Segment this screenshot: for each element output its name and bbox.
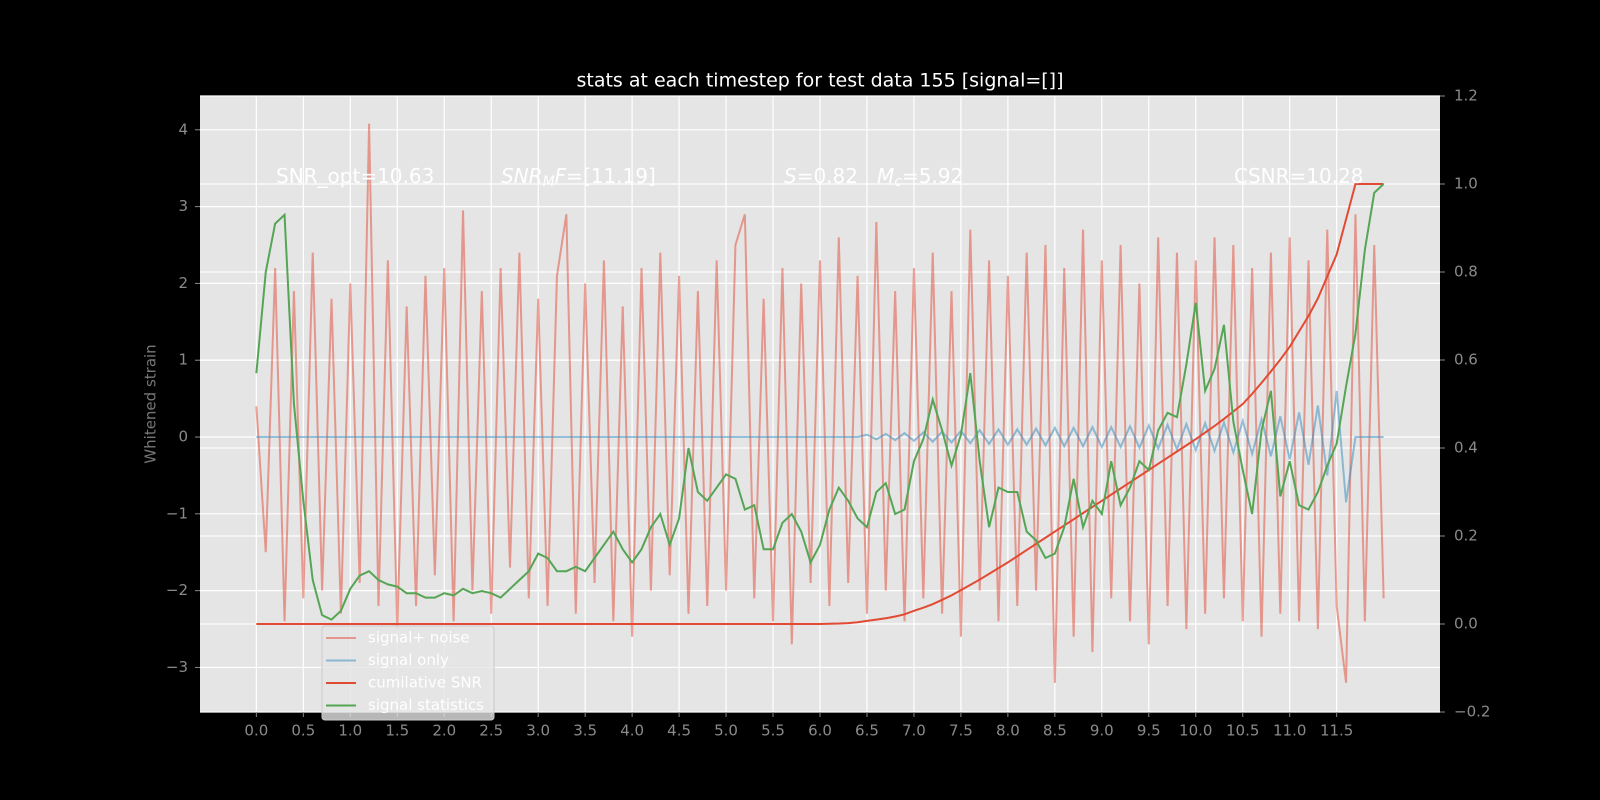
x-tick-label: 2.0 [432,722,456,740]
series-line [256,183,1384,625]
series-line [255,183,1385,621]
x-tick-label: 10.5 [1226,722,1259,740]
y2-tick-label: 1.2 [1454,87,1478,105]
y-tick-label: 1 [178,351,188,369]
annotation-part: SNR_opt=10.63 [276,164,434,188]
annotation-part: S [784,164,797,188]
x-tick-label: 7.0 [902,722,926,740]
y2-tick-label: 0.2 [1454,527,1478,545]
y-tick-label: 2 [178,274,188,292]
legend-label: signal only [368,651,449,669]
x-tick-label: 11.0 [1273,722,1306,740]
x-tick-label: 5.0 [714,722,738,740]
annotation-part: F [555,164,567,188]
y2-tick-label: 0.4 [1454,439,1478,457]
annotation-part: M [877,164,894,188]
x-tick-label: 1.0 [338,722,362,740]
annotation-part: =5.92 [902,164,963,188]
annotation: S=0.82 [784,164,858,188]
legend: signal+ noise signal only cumilative SNR si… [321,625,495,721]
legend-label: signal statistics [368,696,484,714]
y2-tick-label: −0.2 [1454,703,1490,721]
series-line [256,390,1384,503]
x-tick-label: 9.5 [1137,722,1161,740]
y-tick-label: −2 [166,581,188,599]
x-tick-label: 3.0 [526,722,550,740]
legend-label: signal+ noise [368,629,470,647]
x-tick-label: 0.0 [244,722,268,740]
legend-label: cumilative SNR [368,674,482,692]
legend-box [321,625,495,721]
y2-tick-label: 0.8 [1454,263,1478,281]
y2-tick-label: 0.0 [1454,615,1478,633]
x-tick-label: 1.5 [385,722,409,740]
annotation-part: M [543,174,555,190]
y-tick-label: 3 [178,197,188,215]
y2-tick-label: 0.6 [1454,351,1478,369]
y-tick-label: −3 [166,658,188,676]
annotation: CSNR=10.28 [1234,164,1364,188]
y-tick-label: −1 [166,504,188,522]
annotation-part: SNR [501,164,543,188]
x-tick-label: 9.0 [1090,722,1114,740]
annotation: SNRMF=[11.19] [501,164,656,191]
x-tick-label: 6.5 [855,722,879,740]
marks [255,123,1385,683]
x-tick-label: 11.5 [1320,722,1353,740]
x-tick-label: 2.5 [479,722,503,740]
x-tick-label: 6.0 [808,722,832,740]
annotation-part: =0.82 [797,164,858,188]
x-tick-label: 4.5 [667,722,691,740]
x-tick-label: 8.5 [1043,722,1067,740]
y2-tick-label: 1.0 [1454,175,1478,193]
x-tick-label: 5.5 [761,722,785,740]
annotation: SNR_opt=10.63 [276,164,434,188]
annotation: Mc=5.92 [877,164,963,191]
series-line [255,123,1385,683]
x-tick-label: 4.0 [620,722,644,740]
x-tick-label: 3.5 [573,722,597,740]
annotation-part: c [894,174,902,190]
y-axis-label: Whitened strain [142,344,160,463]
y-tick-label: 0 [178,428,188,446]
labels: 0.0 0.5 1.0 1.5 2.0 2.5 3.0 3.5 4.0 4.5 5.0 5.5 6.0 6… [166,87,1491,740]
annotation-part: CSNR=10.28 [1234,164,1364,188]
x-tick-label: 0.5 [291,722,315,740]
x-tick-label: 10.0 [1179,722,1212,740]
annotation-part: =[11.19] [566,164,656,188]
chart-title: stats at each timestep for test data 155… [576,70,1063,92]
y-tick-label: 4 [178,120,188,138]
x-tick-label: 8.0 [996,722,1020,740]
x-tick-label: 7.5 [949,722,973,740]
